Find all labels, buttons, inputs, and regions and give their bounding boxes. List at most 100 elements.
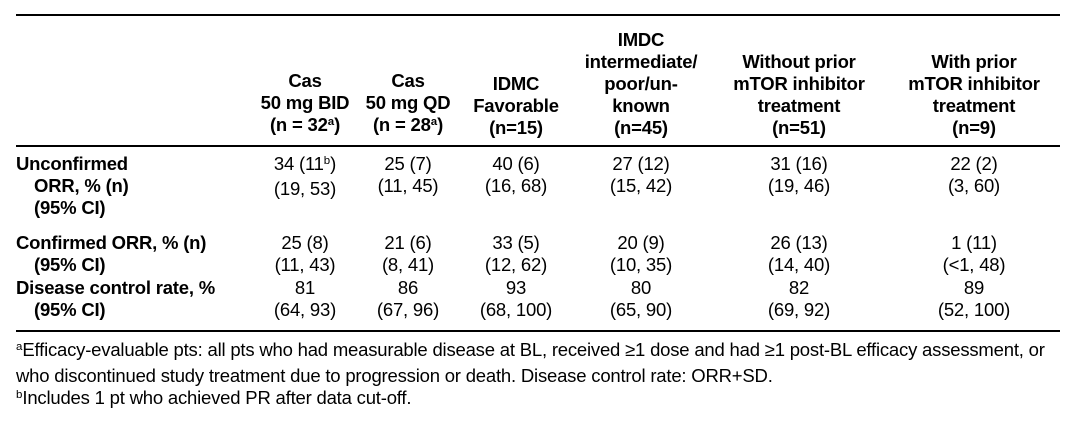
- header-line: 50 mg QD: [365, 92, 451, 113]
- cell-ci: (15, 42): [609, 175, 673, 196]
- col-header-imdc-intermediate-poor-unknown: IMDC intermediate/ poor/un- known (n=45): [572, 15, 710, 147]
- cell-ci: (12, 62): [484, 254, 548, 275]
- cell-value: 25 (7): [384, 153, 432, 174]
- cell-value: 26 (13): [770, 232, 828, 253]
- col-header-cas-50mg-bid: Cas 50 mg BID (n = 32a): [254, 15, 356, 147]
- table-cell: 25 (8) (11, 43): [254, 232, 356, 277]
- row-label-line: ORR, % (n): [34, 175, 129, 196]
- corner-cell: [16, 15, 254, 147]
- cell-value: 21 (6): [384, 232, 432, 253]
- header-line: treatment: [757, 95, 841, 116]
- row-label-line: (95% CI): [34, 299, 106, 320]
- cell-value: 82: [788, 277, 810, 298]
- header-line: treatment: [932, 95, 1016, 116]
- table-cell: 93 (68, 100): [460, 277, 572, 332]
- header-n-line: (n = 32a): [254, 114, 356, 139]
- cell-ci: (11, 45): [377, 175, 439, 196]
- row-label-line: Disease control rate, %: [16, 277, 215, 298]
- col-header-cas-50mg-qd: Cas 50 mg QD (n = 28a): [356, 15, 460, 147]
- footnote-text: Efficacy-evaluable pts: all pts who had …: [16, 339, 1045, 386]
- cell-ci: (16, 68): [484, 175, 548, 196]
- header-line: poor/un-: [604, 73, 678, 94]
- col-header-idmc-favorable: IDMC Favorable (n=15): [460, 15, 572, 147]
- value-text: 34 (11: [273, 153, 324, 174]
- header-line: Without prior: [742, 51, 856, 72]
- n-text: (n = 28: [372, 114, 431, 135]
- cell-value: 22 (2): [950, 153, 998, 174]
- cell-ci: (<1, 48): [942, 254, 1006, 275]
- header-n-line: (n=45): [614, 117, 668, 138]
- n-text: (n = 32: [269, 114, 328, 135]
- value-text: ): [330, 153, 337, 174]
- table-cell: 22 (2) (3, 60): [888, 146, 1060, 232]
- header-line: known: [612, 95, 670, 116]
- table-cell: 1 (11) (<1, 48): [888, 232, 1060, 277]
- cell-ci: (10, 35): [609, 254, 673, 275]
- footnote-marker-a: a: [16, 340, 23, 353]
- cell-ci: (14, 40): [767, 254, 831, 275]
- header-line: Favorable: [473, 95, 559, 116]
- table-cell: 86 (67, 96): [356, 277, 460, 332]
- cell-value: 40 (6): [492, 153, 540, 174]
- table-cell: 25 (7) (11, 45): [356, 146, 460, 232]
- cell-value: 20 (9): [617, 232, 665, 253]
- efficacy-results-table: Cas 50 mg BID (n = 32a) Cas 50 mg QD (n …: [16, 14, 1060, 332]
- cell-ci: (3, 60): [947, 175, 1001, 196]
- header-row: Cas 50 mg BID (n = 32a) Cas 50 mg QD (n …: [16, 15, 1060, 147]
- table-cell: 21 (6) (8, 41): [356, 232, 460, 277]
- header-n-line: (n=51): [772, 117, 826, 138]
- cell-value: 33 (5): [492, 232, 540, 253]
- header-line: Cas: [391, 70, 425, 91]
- cell-value: 1 (11): [951, 232, 997, 253]
- header-n-line: (n=9): [952, 117, 996, 138]
- header-n-line: (n = 28a): [356, 114, 460, 139]
- header-line: intermediate/: [584, 51, 698, 72]
- row-unconfirmed-orr: Unconfirmed ORR, % (n) (95% CI) 34 (11b)…: [16, 146, 1060, 232]
- superscript-b: b: [323, 154, 331, 167]
- footnote-a: aEfficacy-evaluable pts: all pts who had…: [16, 339, 1060, 387]
- cell-ci: (8, 41): [381, 254, 435, 275]
- header-line: mTOR inhibitor: [908, 73, 1040, 94]
- superscript-a: a: [327, 115, 335, 128]
- cell-value: 80: [630, 277, 652, 298]
- footnote-marker-b: b: [16, 388, 23, 401]
- footnote-b: bIncludes 1 pt who achieved PR after dat…: [16, 387, 1060, 413]
- row-confirmed-orr: Confirmed ORR, % (n) (95% CI) 25 (8) (11…: [16, 232, 1060, 277]
- cell-ci: (19, 53): [273, 178, 337, 199]
- cell-value: 86: [397, 277, 419, 298]
- table-cell: 40 (6) (16, 68): [460, 146, 572, 232]
- n-text: ): [437, 114, 444, 135]
- cell-value: 89: [963, 277, 985, 298]
- row-label-line: (95% CI): [34, 197, 106, 218]
- table-cell: 26 (13) (14, 40): [710, 232, 888, 277]
- table-cell: 27 (12) (15, 42): [572, 146, 710, 232]
- cell-value: 81: [294, 277, 316, 298]
- cell-ci: (11, 43): [274, 254, 336, 275]
- table-cell: 31 (16) (19, 46): [710, 146, 888, 232]
- header-n-line: (n=15): [489, 117, 543, 138]
- cell-ci: (64, 93): [273, 299, 337, 320]
- row-disease-control-rate: Disease control rate, % (95% CI) 81 (64,…: [16, 277, 1060, 332]
- superscript-a: a: [430, 115, 438, 128]
- row-label-line: Confirmed ORR, % (n): [16, 232, 207, 253]
- cell-value: 25 (8): [281, 232, 329, 253]
- table-cell: 20 (9) (10, 35): [572, 232, 710, 277]
- table-cell: 81 (64, 93): [254, 277, 356, 332]
- row-label-line: (95% CI): [34, 254, 106, 275]
- cell-ci: (19, 46): [767, 175, 831, 196]
- cell-value: 34 (11b): [254, 153, 356, 178]
- cell-value: 93: [505, 277, 527, 298]
- row-label: Disease control rate, % (95% CI): [16, 277, 254, 332]
- header-line: 50 mg BID: [260, 92, 350, 113]
- row-label-line: Unconfirmed: [16, 153, 128, 174]
- header-line: IMDC: [617, 29, 665, 50]
- footnote-text: Includes 1 pt who achieved PR after data…: [22, 387, 412, 408]
- table-cell: 82 (69, 92): [710, 277, 888, 332]
- cell-ci: (65, 90): [609, 299, 673, 320]
- cell-ci: (67, 96): [376, 299, 440, 320]
- header-line: IDMC: [492, 73, 540, 94]
- header-line: Cas: [288, 70, 322, 91]
- cell-ci: (52, 100): [937, 299, 1011, 320]
- col-header-with-prior-mtor: With prior mTOR inhibitor treatment (n=9…: [888, 15, 1060, 147]
